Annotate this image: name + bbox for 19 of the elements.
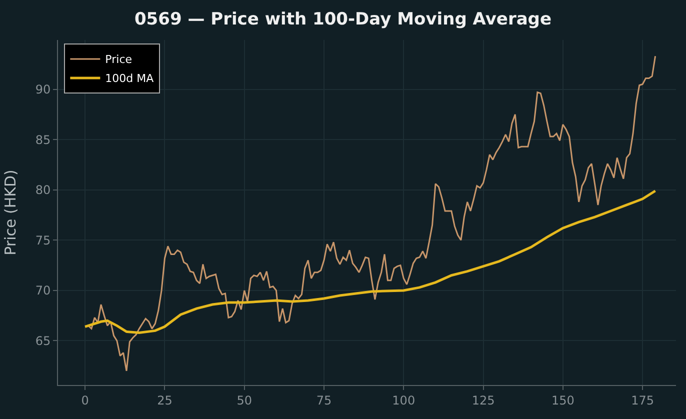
line-series — [84, 190, 657, 334]
legend-label: Price — [105, 53, 132, 66]
x-tick-label: 50 — [236, 393, 252, 408]
y-axis-title: Price (HKD) — [2, 170, 20, 256]
x-tick-label: 100 — [392, 393, 416, 408]
x-tick-label: 0 — [81, 393, 89, 408]
y-tick-label: 85 — [35, 132, 51, 147]
y-tick-label: 70 — [35, 284, 51, 298]
x-tick-label: 175 — [631, 393, 654, 408]
y-tick-label: 90 — [35, 82, 51, 96]
y-tick-label: 80 — [35, 183, 51, 198]
x-tick-label: 125 — [472, 393, 495, 408]
y-tick-label: 65 — [35, 334, 51, 348]
legend-label: 100d MA — [105, 72, 154, 86]
chart-title: 0569 — Price with 100-Day Moving Average — [134, 9, 552, 30]
x-tick-label: 75 — [316, 393, 332, 408]
x-tick-label: 25 — [157, 393, 172, 408]
y-tick-label: 75 — [35, 233, 51, 248]
x-tick-label: 150 — [551, 393, 574, 408]
